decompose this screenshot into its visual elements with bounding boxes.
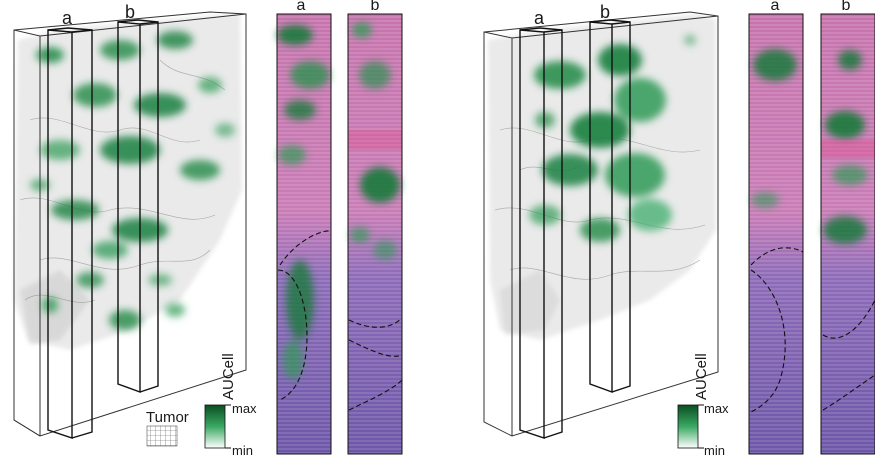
tumor-swatch — [146, 425, 178, 447]
left-slab-b-label: b — [125, 2, 135, 22]
left-strip-b: b — [347, 0, 403, 455]
left-signal-blobs — [30, 31, 235, 330]
left-colorbar-min: min — [232, 443, 253, 456]
left-strip-a-label: a — [297, 0, 306, 14]
left-strip-a: a — [276, 0, 332, 455]
left-volume-render: a b — [13, 2, 247, 439]
left-slab-a — [47, 27, 93, 439]
right-volume-render: a b — [483, 2, 719, 439]
left-legend: Tumor max min AUCell — [146, 353, 257, 456]
tumor-label: Tumor — [146, 409, 189, 426]
right-colorbar-max: max — [704, 401, 729, 416]
left-colorbar-max: max — [232, 401, 257, 416]
right-strip-a-label: a — [771, 0, 780, 14]
right-strip-b: b — [820, 0, 875, 455]
right-slab-b-label: b — [600, 2, 610, 22]
left-slab-b — [117, 19, 159, 393]
right-legend: max min AUCell — [677, 353, 729, 456]
right-colorbar-min: min — [704, 443, 725, 456]
right-slab-a-label: a — [534, 8, 545, 28]
right-strip-a: a — [748, 0, 804, 455]
left-strip-b-label: b — [371, 0, 380, 14]
left-colorbar — [204, 404, 226, 449]
right-signal-blobs — [529, 35, 696, 242]
right-strip-b-label: b — [842, 0, 851, 14]
right-slab-a — [519, 27, 563, 439]
right-slab-b — [589, 19, 631, 393]
right-colorbar-title: AUCell — [693, 353, 710, 400]
left-slab-a-label: a — [62, 8, 73, 28]
right-colorbar — [677, 404, 699, 449]
right-bounding-box — [483, 11, 719, 437]
left-colorbar-title: AUCell — [220, 353, 237, 400]
